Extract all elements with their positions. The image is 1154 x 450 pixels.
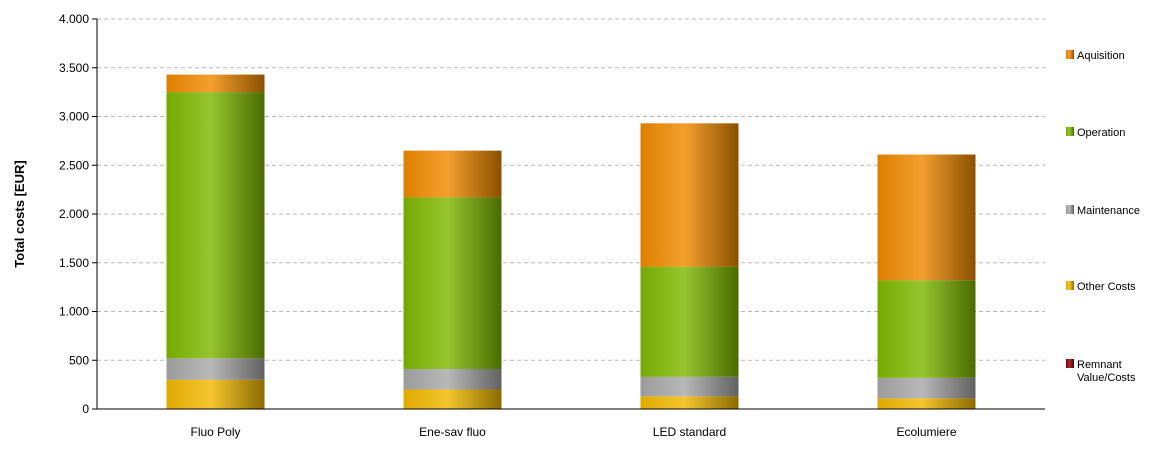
legend-item-remnant-value-costs: Remnant Value/Costs <box>1066 359 1136 384</box>
y-tick-label: 1.000 <box>59 305 89 319</box>
x-tick-label: Ecolumiere <box>896 425 956 439</box>
bar-ecolumiere-maintenance <box>877 377 976 399</box>
legend-label: Operation <box>1077 127 1125 139</box>
y-tick-label: 3.000 <box>59 110 89 124</box>
axis-layer: 0 500 1.000 1.500 2.000 2.500 3.000 3.500 4.000 F… <box>59 12 1045 439</box>
bar-led-standard-aquisition <box>640 123 739 267</box>
legend-swatch <box>1066 127 1074 136</box>
x-tick-label: Fluo Poly <box>190 425 240 439</box>
y-axis-label: Total costs [EUR] <box>12 160 27 267</box>
legend-item-maintenance: Maintenance <box>1066 205 1140 217</box>
legend-swatch <box>1066 281 1074 290</box>
x-tick-label: LED standard <box>653 425 726 439</box>
bars-layer <box>166 74 976 409</box>
legend: Aquisition Operation Maintenance Other Cost… <box>1066 50 1140 384</box>
y-tick-label: 3.500 <box>59 61 89 75</box>
bar-ecolumiere-aquisition <box>877 154 976 281</box>
bar-ene-sav-fluo-aquisition <box>403 150 502 198</box>
bar-ene-sav-fluo-operation <box>403 197 502 370</box>
bar-fluo-poly-operation <box>166 92 265 359</box>
bar-led-standard-maintenance <box>640 376 739 397</box>
bar-fluo-poly-maintenance <box>166 358 265 380</box>
bar-ene-sav-fluo-other-costs <box>403 389 502 409</box>
y-tick-label: 4.000 <box>59 12 89 26</box>
legend-item-other-costs: Other Costs <box>1066 281 1136 293</box>
y-tick-label: 0 <box>82 402 89 416</box>
legend-swatch <box>1066 359 1074 368</box>
legend-swatch <box>1066 50 1074 59</box>
bar-fluo-poly-aquisition <box>166 74 265 93</box>
legend-label: Maintenance <box>1077 205 1140 217</box>
bar-ene-sav-fluo-maintenance <box>403 369 502 390</box>
bar-led-standard-other-costs <box>640 396 739 409</box>
legend-label: Aquisition <box>1077 50 1125 62</box>
legend-item-aquisition: Aquisition <box>1066 50 1125 62</box>
bar-ecolumiere-other-costs <box>877 398 976 409</box>
bar-fluo-poly-other-costs <box>166 379 265 409</box>
y-tick-label: 1.500 <box>59 256 89 270</box>
bar-ecolumiere-operation <box>877 280 976 378</box>
legend-label: Other Costs <box>1077 281 1136 293</box>
x-tick-label: Ene-sav fluo <box>419 425 486 439</box>
y-tick-label: 500 <box>69 353 89 367</box>
legend-item-operation: Operation <box>1066 127 1125 139</box>
legend-swatch <box>1066 205 1074 214</box>
y-tick-label: 2.500 <box>59 158 89 172</box>
bar-led-standard-operation <box>640 266 739 377</box>
y-tick-label: 2.000 <box>59 207 89 221</box>
legend-label: Remnant Value/Costs <box>1077 359 1136 384</box>
